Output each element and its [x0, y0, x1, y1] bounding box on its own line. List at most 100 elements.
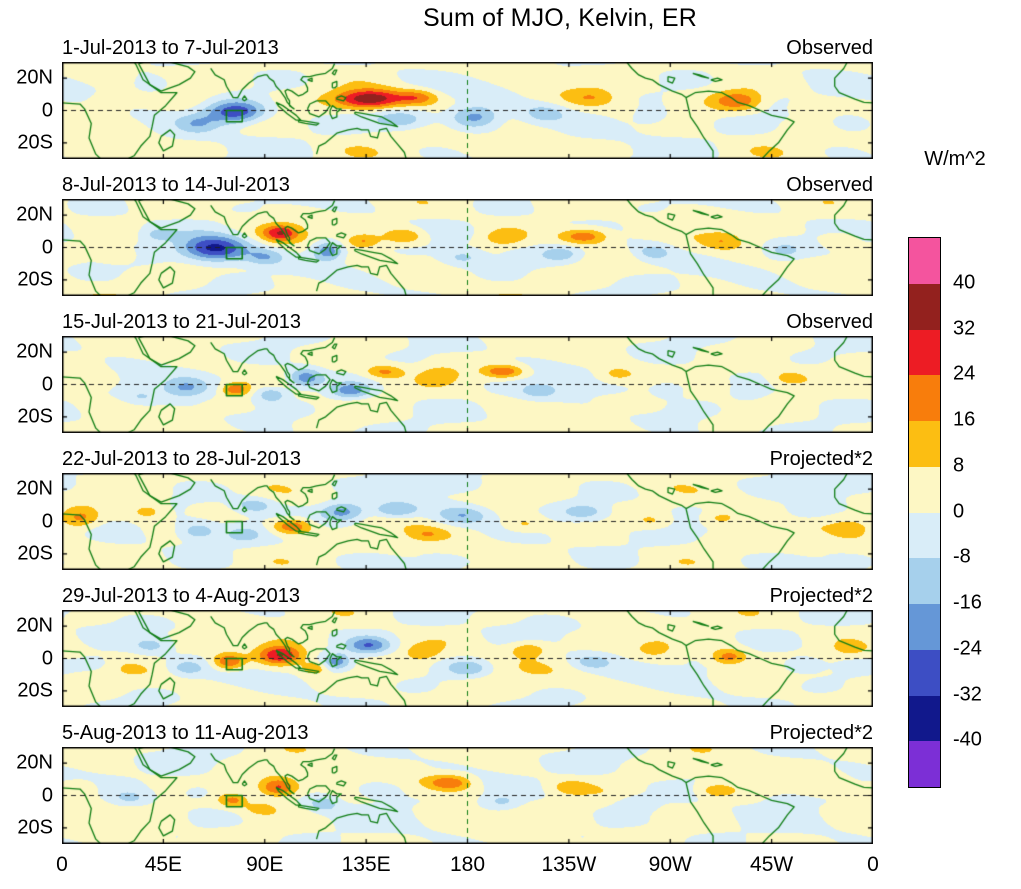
y-tick-20S: 20S — [17, 268, 53, 291]
panel-type-label: Observed — [786, 311, 873, 333]
panel-date-range: 8-Jul-2013 to 14-Jul-2013 — [62, 174, 290, 196]
panel-header: 22-Jul-2013 to 28-Jul-2013 Projected*2 — [62, 447, 873, 473]
y-tick-20N: 20N — [16, 614, 53, 637]
panel-type-label: Observed — [786, 174, 873, 196]
panel-header: 15-Jul-2013 to 21-Jul-2013 Observed — [62, 310, 873, 336]
y-tick-20S: 20S — [17, 679, 53, 702]
plot-area: 20N 0 20S — [16, 610, 873, 707]
contour-map-canvas — [62, 610, 873, 707]
colorbar-cell — [909, 283, 940, 330]
panel-type-label: Observed — [786, 37, 873, 59]
colorbar-cell — [909, 421, 940, 467]
panel-type-label: Projected*2 — [769, 722, 873, 744]
panel-type-label: Projected*2 — [769, 585, 873, 607]
plot-area: 20N 0 20S — [16, 473, 873, 570]
x-tick-label: 0 — [56, 853, 68, 876]
x-tick-label: 90E — [246, 853, 284, 876]
y-axis-labels: 20N 0 20S — [4, 199, 62, 296]
y-tick-0: 0 — [41, 373, 53, 395]
y-tick-20N: 20N — [16, 340, 53, 363]
colorbar-cell — [909, 466, 940, 513]
y-tick-0: 0 — [41, 236, 53, 258]
map-panel: 1-Jul-2013 to 7-Jul-2013 Observed 20N 0 … — [16, 36, 873, 159]
plot-area: 20N 0 20S — [16, 747, 873, 844]
x-tick-label: 45W — [750, 853, 794, 876]
colorbar-tick: 16 — [953, 408, 976, 431]
colorbar-cell — [909, 695, 940, 742]
y-tick-20N: 20N — [16, 751, 53, 774]
y-tick-0: 0 — [41, 510, 53, 532]
contour-map-canvas — [62, 747, 873, 844]
colorbar-cell — [909, 649, 940, 696]
colorbar-tick: -24 — [953, 637, 982, 660]
colorbar-tick: 32 — [953, 317, 976, 339]
colorbar-tick: -32 — [953, 683, 982, 705]
x-tick-label: 45E — [144, 853, 183, 876]
panel-header: 29-Jul-2013 to 4-Aug-2013 Projected*2 — [62, 584, 873, 610]
panel-header: 1-Jul-2013 to 7-Jul-2013 Observed — [62, 36, 873, 62]
contour-map-canvas — [62, 62, 873, 159]
x-tick-label: 135E — [341, 853, 391, 876]
panel-date-range: 5-Aug-2013 to 11-Aug-2013 — [62, 722, 309, 744]
panel-type-label: Projected*2 — [769, 448, 873, 470]
y-tick-0: 0 — [41, 99, 53, 121]
y-tick-20S: 20S — [17, 405, 53, 428]
colorbar-tick-labels: 40 32 24 16 8 0 -8 -16 -24 -32 -40 — [953, 237, 1013, 786]
y-axis-labels: 20N 0 20S — [4, 473, 62, 570]
x-tick-label: 0 — [867, 853, 879, 876]
colorbar-wrap: 40 32 24 16 8 0 -8 -16 -24 -32 -40 — [908, 237, 982, 788]
map-panel: 22-Jul-2013 to 28-Jul-2013 Projected*2 2… — [16, 447, 873, 570]
y-tick-0: 0 — [41, 647, 53, 669]
y-axis-labels: 20N 0 20S — [4, 747, 62, 844]
contour-map-canvas — [62, 336, 873, 433]
plot-area: 20N 0 20S — [16, 336, 873, 433]
chart-title: Sum of MJO, Kelvin, ER — [423, 4, 697, 32]
x-tick-label: 135W — [541, 853, 597, 876]
colorbar-cell — [909, 604, 940, 650]
y-tick-20N: 20N — [16, 66, 53, 89]
y-tick-0: 0 — [41, 784, 53, 806]
colorbar-cell — [909, 375, 940, 421]
panel-header: 5-Aug-2013 to 11-Aug-2013 Projected*2 — [62, 721, 873, 747]
map-panel: 5-Aug-2013 to 11-Aug-2013 Projected*2 20… — [16, 721, 873, 844]
colorbar-tick: 40 — [953, 271, 976, 294]
plot-area: 20N 0 20S — [16, 62, 873, 159]
colorbar-cell — [909, 329, 940, 376]
colorbar-cell — [909, 512, 940, 559]
y-tick-20N: 20N — [16, 477, 53, 500]
colorbar-units-label: W/m^2 — [924, 148, 986, 170]
contour-map-canvas — [62, 199, 873, 296]
y-tick-20S: 20S — [17, 131, 53, 154]
map-panel: 29-Jul-2013 to 4-Aug-2013 Projected*2 20… — [16, 584, 873, 707]
panel-header: 8-Jul-2013 to 14-Jul-2013 Observed — [62, 173, 873, 199]
plot-area: 20N 0 20S — [16, 199, 873, 296]
colorbar-tick: 24 — [953, 362, 976, 385]
y-axis-labels: 20N 0 20S — [4, 336, 62, 433]
panel-date-range: 29-Jul-2013 to 4-Aug-2013 — [62, 585, 300, 607]
colorbar-tick: 0 — [953, 500, 965, 522]
map-panel: 8-Jul-2013 to 14-Jul-2013 Observed 20N 0… — [16, 173, 873, 296]
y-tick-20S: 20S — [17, 816, 53, 839]
colorbar-tick: -40 — [953, 728, 982, 751]
colorbar-cell — [909, 558, 940, 604]
x-tick-label: 180 — [449, 853, 486, 876]
y-tick-20S: 20S — [17, 542, 53, 565]
x-axis: 0 45E 90E 135E 180 135W 90W 45W 0 — [56, 851, 879, 883]
panel-date-range: 15-Jul-2013 to 21-Jul-2013 — [62, 311, 302, 333]
colorbar-cell — [909, 741, 940, 787]
colorbar-tick: 8 — [953, 454, 965, 477]
colorbar-tick: -8 — [953, 545, 971, 568]
panel-date-range: 1-Jul-2013 to 7-Jul-2013 — [62, 37, 279, 59]
colorbar-tick: -16 — [953, 591, 982, 614]
colorbar-cell — [909, 238, 940, 284]
colorbar — [908, 237, 941, 788]
y-tick-20N: 20N — [16, 203, 53, 226]
contour-map-canvas — [62, 473, 873, 570]
panel-stack: 1-Jul-2013 to 7-Jul-2013 Observed 20N 0 … — [16, 36, 873, 858]
y-axis-labels: 20N 0 20S — [4, 610, 62, 707]
map-panel: 15-Jul-2013 to 21-Jul-2013 Observed 20N … — [16, 310, 873, 433]
x-tick-label: 90W — [648, 853, 692, 876]
y-axis-labels: 20N 0 20S — [4, 62, 62, 159]
panel-date-range: 22-Jul-2013 to 28-Jul-2013 — [62, 448, 302, 470]
